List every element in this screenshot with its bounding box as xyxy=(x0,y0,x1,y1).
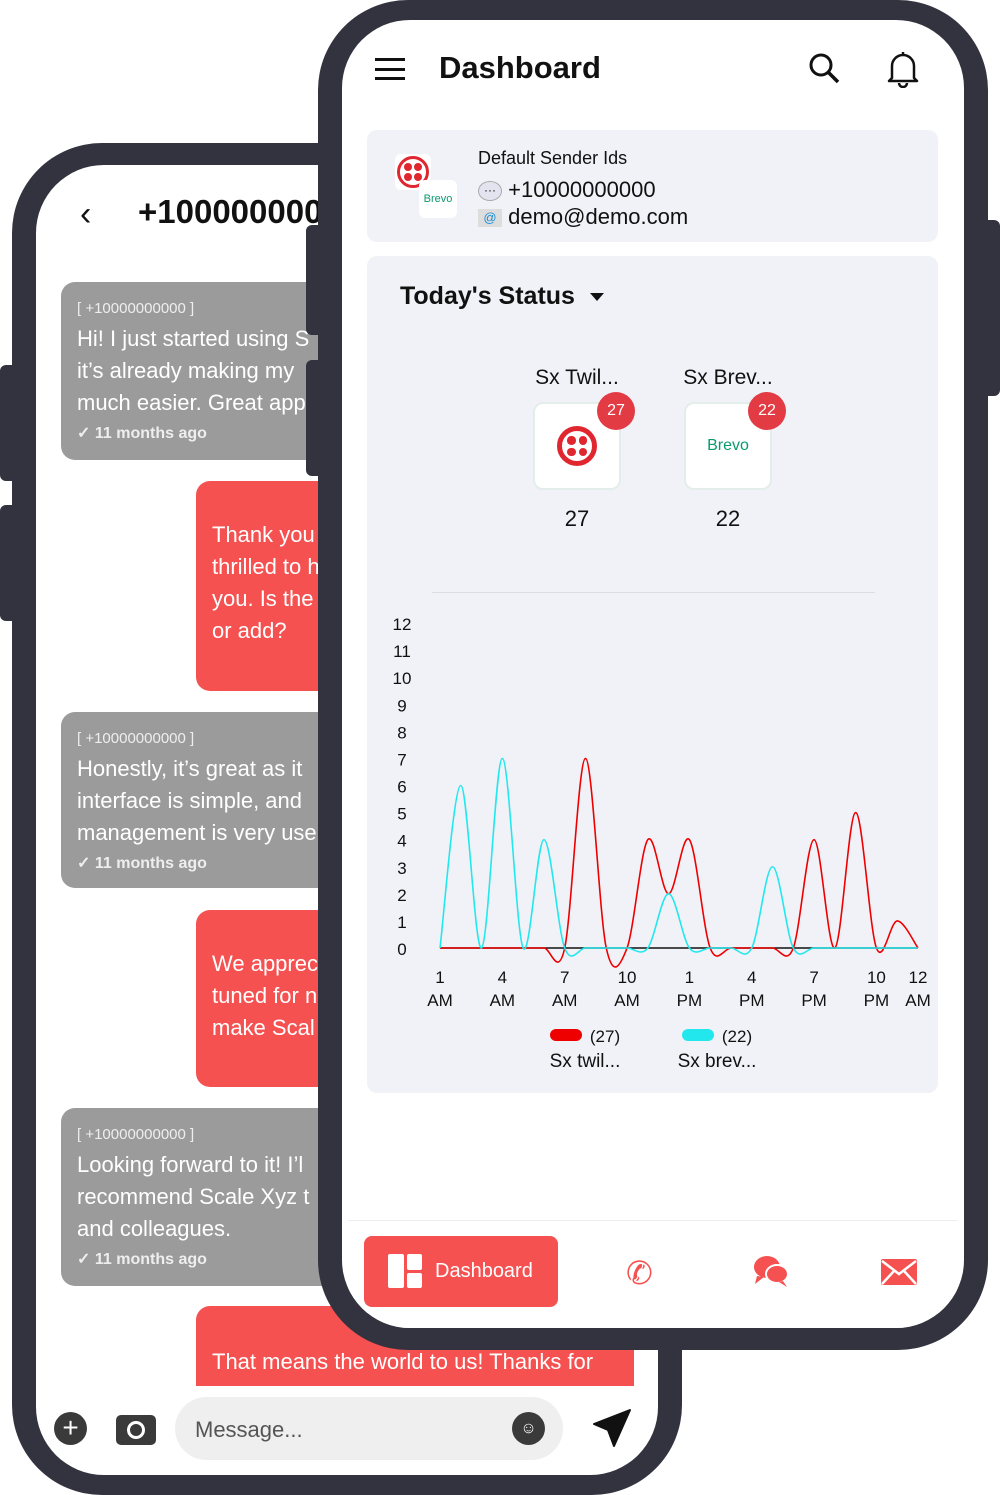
nav-chat-icon[interactable] xyxy=(753,1254,789,1293)
message-text: and colleagues. xyxy=(77,1216,232,1241)
message-sender: [ +10000000000 ] xyxy=(77,730,195,747)
provider-label: Sx Twil... xyxy=(535,366,619,389)
message-time: 11 months ago xyxy=(94,425,207,442)
provider-twilio[interactable]: Sx Twil... 27 27 xyxy=(527,366,635,532)
message-time: 11 months ago xyxy=(94,1251,207,1268)
message-text: interface is simple, and xyxy=(77,788,302,813)
bottom-nav: Dashboard ✆ xyxy=(348,1220,958,1328)
todays-status-card: Today's Status Sx Twil... 27 27 Sx Brev.… xyxy=(367,256,938,1093)
message-text: you. Is the xyxy=(212,586,314,611)
twilio-logo xyxy=(395,154,431,190)
chat-title: +100000000 xyxy=(138,193,323,230)
message-text: Honestly, it’s great as it xyxy=(77,756,303,781)
emoji-icon[interactable]: ☺ xyxy=(512,1412,545,1445)
provider-count: 22 xyxy=(715,506,741,531)
page-title: Dashboard xyxy=(439,50,601,85)
sender-heading: Default Sender Ids xyxy=(478,148,628,168)
brevo-logo: Brevo xyxy=(419,180,457,218)
dashboard-screen: Dashboard Brevo Default Sender Ids ··· +… xyxy=(342,20,964,1328)
chat-bubble-icon: ··· xyxy=(478,181,502,202)
sender-phone: +10000000000 xyxy=(508,177,656,202)
message-text: recommend Scale Xyz t xyxy=(77,1184,310,1209)
send-icon[interactable] xyxy=(592,1408,632,1453)
message-text: We apprec xyxy=(212,951,318,976)
check-icon: ✓ xyxy=(77,855,91,872)
message-sender: [ +10000000000 ] xyxy=(77,300,195,317)
message-text: make Scal xyxy=(212,1015,315,1040)
message-text: That means the world to us! Thanks for xyxy=(212,1349,594,1374)
message-text: thrilled to h xyxy=(212,554,320,579)
brevo-logo: Brevo xyxy=(707,437,749,454)
message-text: Hi! I just started using S xyxy=(77,326,310,351)
nav-phone-icon[interactable]: ✆ xyxy=(626,1255,653,1291)
status-dropdown[interactable]: Today's Status xyxy=(400,282,604,311)
camera-icon[interactable] xyxy=(116,1415,156,1445)
message-text: it’s already making my xyxy=(77,358,295,383)
divider xyxy=(432,592,875,593)
menu-icon[interactable] xyxy=(375,58,405,80)
search-icon[interactable] xyxy=(808,52,842,91)
caret-down-icon xyxy=(589,293,604,302)
nav-dashboard-label: Dashboard xyxy=(435,1260,533,1282)
provider-count: 27 xyxy=(564,506,590,531)
count-badge: 27 xyxy=(597,392,635,430)
email-icon: @ xyxy=(478,209,502,228)
message-text: much easier. Great app xyxy=(77,390,306,415)
message-text: Thank you xyxy=(212,522,315,547)
message-time: 11 months ago xyxy=(94,855,207,872)
message-sender: [ +10000000000 ] xyxy=(77,1126,195,1143)
sender-email: demo@demo.com xyxy=(508,204,689,229)
nav-mail-icon[interactable] xyxy=(881,1259,917,1290)
check-icon: ✓ xyxy=(77,425,91,442)
message-text: or add? xyxy=(212,618,287,643)
check-icon: ✓ xyxy=(77,1251,91,1268)
provider-brevo[interactable]: Sx Brev... Brevo 22 22 xyxy=(678,366,786,532)
default-sender-card[interactable]: Brevo Default Sender Ids ··· +1000000000… xyxy=(367,130,938,242)
message-placeholder: Message... xyxy=(195,1417,303,1442)
message-text: Looking forward to it! I’l xyxy=(77,1152,304,1177)
bell-icon[interactable] xyxy=(886,50,920,93)
provider-tile[interactable]: Brevo 22 xyxy=(684,392,786,490)
provider-label: Sx Brev... xyxy=(683,366,773,389)
message-text: tuned for n xyxy=(212,983,318,1008)
message-input[interactable]: Message... ☺ xyxy=(175,1397,563,1460)
provider-tile[interactable]: 27 xyxy=(533,392,635,490)
message-text: management is very use xyxy=(77,820,317,845)
status-title: Today's Status xyxy=(400,282,575,310)
count-badge: 22 xyxy=(748,392,786,430)
back-icon[interactable]: ‹ xyxy=(80,195,92,233)
nav-dashboard-button[interactable]: Dashboard xyxy=(364,1236,558,1307)
add-attachment-button[interactable]: + xyxy=(54,1412,87,1445)
dashboard-icon xyxy=(388,1254,422,1288)
twilio-logo xyxy=(557,426,597,466)
